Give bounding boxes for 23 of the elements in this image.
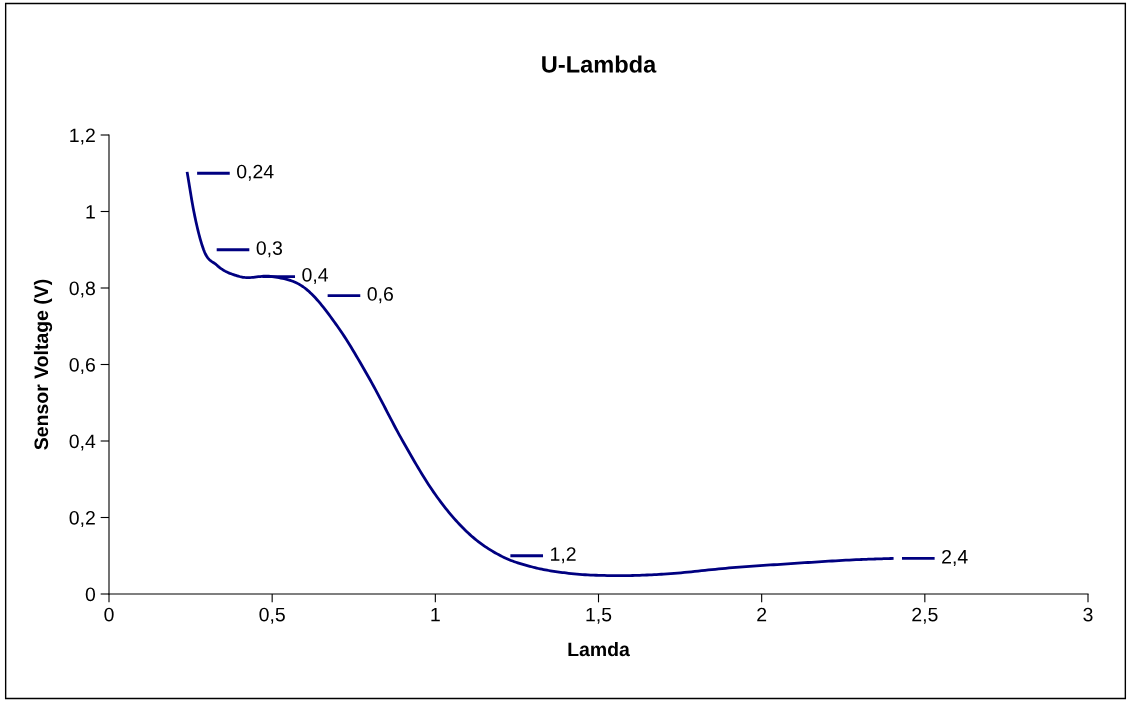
x-tick-label: 2	[757, 607, 767, 622]
y-tick-label: 0	[85, 587, 96, 602]
x-axis-title: Lamda	[568, 641, 630, 657]
y-tick-label: 0,8	[69, 281, 95, 298]
annotation: 1,2	[551, 547, 576, 564]
x-tick-label: 0,5	[259, 607, 285, 624]
y-axis-title: Sensor Voltage (V)	[33, 279, 53, 450]
annotation: 0,4	[302, 267, 328, 285]
annotation: 0,24	[237, 164, 274, 181]
x-tick-label: 2,5	[912, 607, 938, 624]
x-tick-label: 1	[431, 607, 440, 622]
y-tick-label: 1,2	[70, 128, 95, 145]
x-tick-label: 1,5	[586, 607, 612, 624]
annotation: 0,3	[256, 241, 283, 258]
y-tick-label: 0,4	[69, 434, 96, 451]
x-tick-label: 0	[104, 607, 114, 622]
chart-title: U-Lambda	[542, 55, 657, 73]
x-tick-label: 3	[1083, 607, 1093, 622]
annotation: 2,4	[942, 549, 968, 566]
y-tick-label: 0,2	[69, 510, 95, 528]
y-tick-label: 1	[86, 205, 95, 219]
y-tick-label: 0,6	[69, 357, 95, 375]
annotation: 0,6	[367, 287, 393, 304]
